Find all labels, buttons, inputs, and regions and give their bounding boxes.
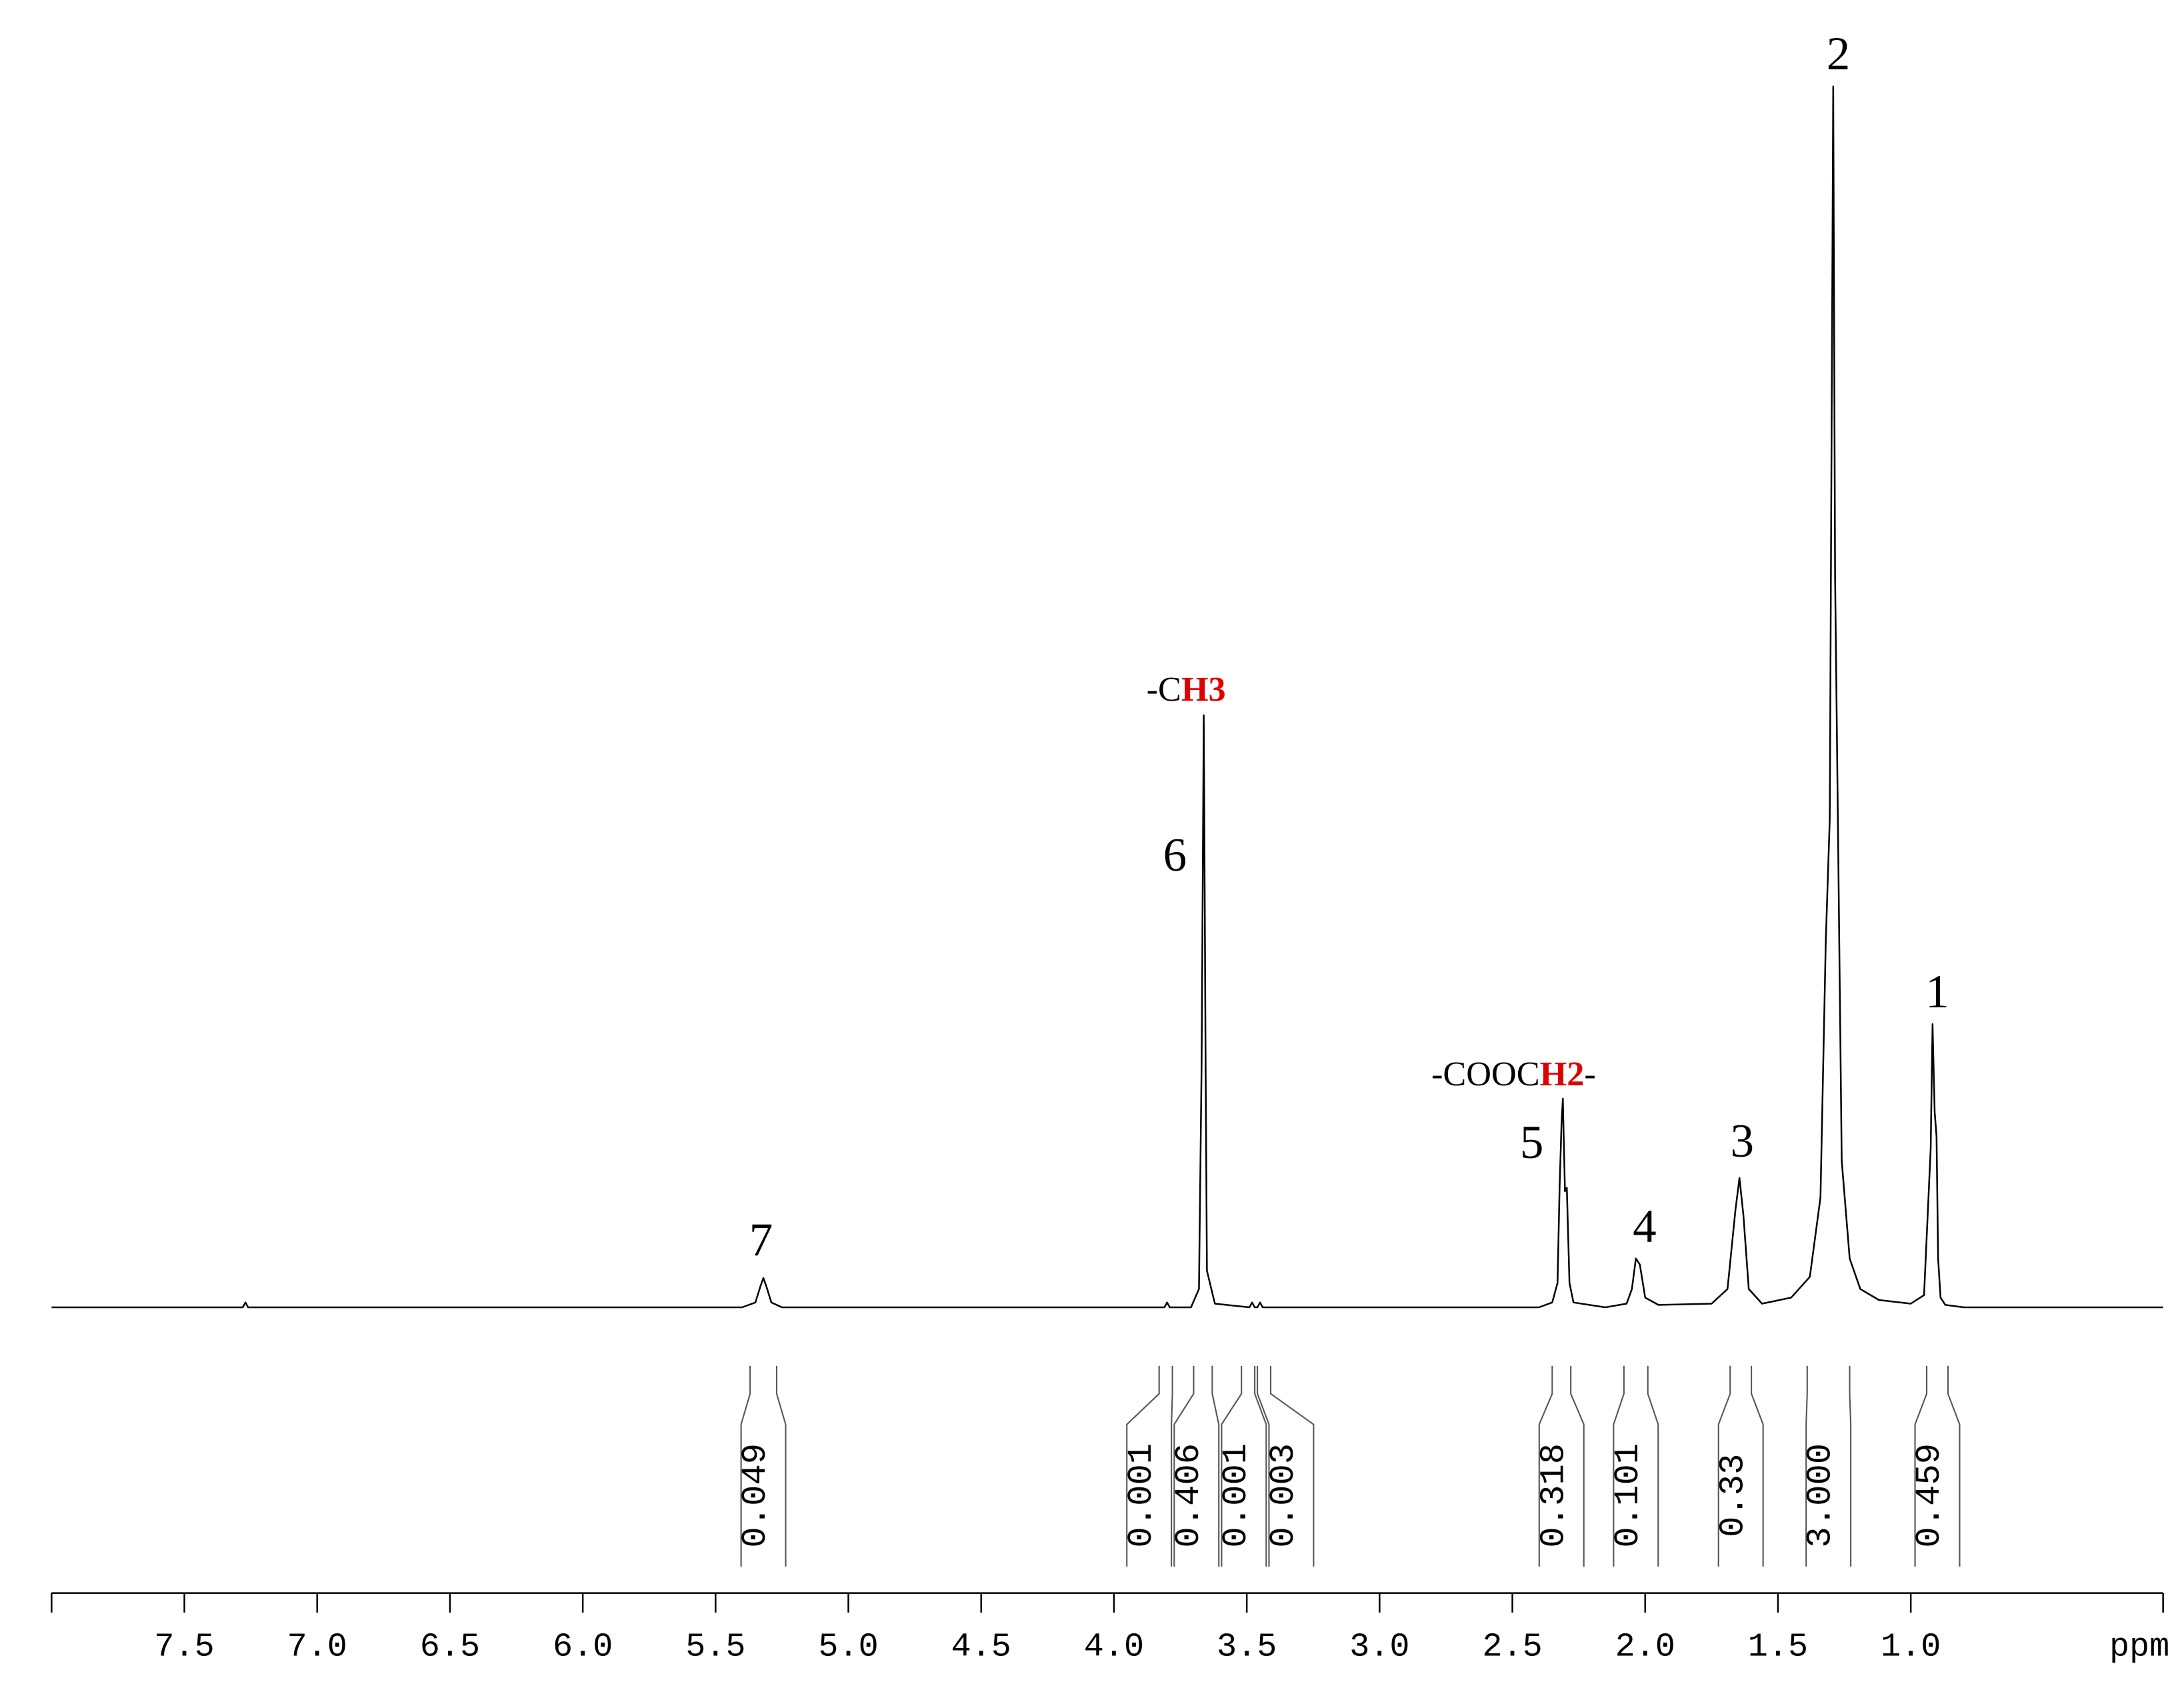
peak-label: 6 <box>1163 829 1187 881</box>
x-tick-label: 7.0 <box>287 1629 347 1667</box>
integral-label: 0.003 <box>1263 1443 1303 1548</box>
x-tick-label: 4.0 <box>1084 1629 1144 1667</box>
x-tick-label: 7.5 <box>154 1629 214 1667</box>
integral-bracket <box>1914 1365 1961 1567</box>
integral-bracket <box>1257 1365 1315 1567</box>
peak-label: 3 <box>1731 1115 1755 1167</box>
x-tick-label: 2.5 <box>1482 1629 1542 1667</box>
assignment-highlight: H2 <box>1540 1055 1585 1093</box>
x-tick-label: 4.5 <box>951 1629 1011 1667</box>
x-tick-label: 1.0 <box>1881 1629 1941 1667</box>
integral-bracket <box>1126 1365 1173 1567</box>
integral-bracket <box>1805 1365 1852 1567</box>
integral-label: 0.33 <box>1713 1454 1753 1537</box>
integral-label: 0.049 <box>735 1443 775 1548</box>
peak-label: 2 <box>1827 28 1851 80</box>
assignment-label: -CH3 <box>1147 670 1226 709</box>
integral-bracket <box>1173 1365 1220 1567</box>
x-tick-label: 1.5 <box>1748 1629 1808 1667</box>
x-tick-label: 2.0 <box>1615 1629 1675 1667</box>
integral-label: 3.000 <box>1801 1443 1841 1548</box>
peak-label: 4 <box>1633 1200 1657 1252</box>
integral-label: 0.318 <box>1533 1443 1573 1548</box>
x-tick-label: 5.0 <box>818 1629 878 1667</box>
assignment-highlight: H3 <box>1181 670 1226 709</box>
assignment-label: -COOCH2- <box>1431 1055 1596 1093</box>
assignment-suffix: - <box>1584 1055 1595 1093</box>
spectrum-line <box>51 85 2163 1309</box>
peak-label: 1 <box>1925 966 1949 1018</box>
integral-bracket <box>1538 1365 1585 1567</box>
peak-label: 7 <box>749 1214 773 1266</box>
integral-label: 0.001 <box>1121 1443 1161 1548</box>
x-tick-label: 3.5 <box>1217 1629 1277 1667</box>
integral-label: 0.459 <box>1909 1443 1949 1548</box>
integral-label: 0.101 <box>1608 1443 1648 1548</box>
integral-label: 0.406 <box>1169 1443 1209 1548</box>
x-tick-label: 5.5 <box>685 1629 745 1667</box>
integral-bracket <box>1613 1365 1659 1567</box>
x-axis-label: ppm <box>2109 1629 2169 1667</box>
x-tick-label: 6.5 <box>420 1629 480 1667</box>
x-tick-label: 6.0 <box>553 1629 613 1667</box>
integral-label: 0.001 <box>1216 1443 1256 1548</box>
integral-bracket <box>740 1365 787 1567</box>
assignment-text: -C <box>1147 670 1181 709</box>
integral-bracket <box>1221 1365 1267 1567</box>
x-tick-label: 3.0 <box>1349 1629 1409 1667</box>
integral-bracket <box>1717 1365 1764 1567</box>
assignment-text: -COOC <box>1431 1055 1540 1093</box>
peak-label: 5 <box>1520 1117 1544 1169</box>
